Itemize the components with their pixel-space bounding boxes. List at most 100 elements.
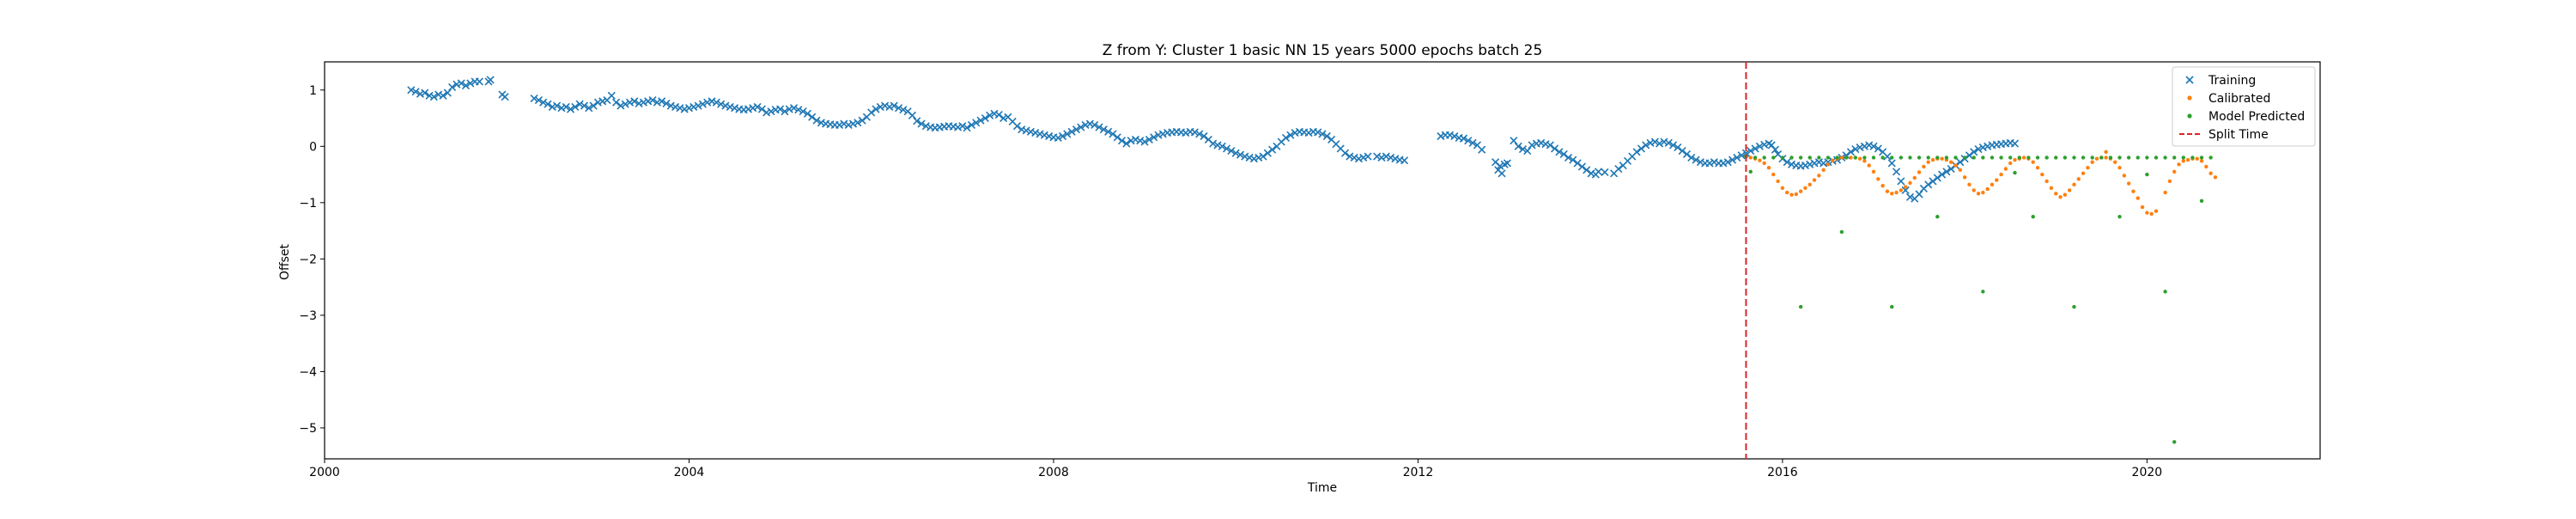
calibrated-point <box>1857 156 1862 161</box>
calibrated-point <box>2021 156 2026 160</box>
model-predicted-point <box>1839 229 1844 235</box>
model-predicted-point <box>1789 156 1794 160</box>
training-point <box>717 100 726 108</box>
y-tick-label: 0 <box>309 140 317 154</box>
model-predicted-point <box>1748 169 1753 174</box>
training-point <box>781 107 789 116</box>
calibrated-point <box>2031 160 2035 164</box>
model-predicted-point <box>2026 156 2031 160</box>
model-predicted-point <box>2145 156 2149 160</box>
training-point <box>1077 123 1085 131</box>
training-point <box>539 98 548 107</box>
model-predicted-point <box>2090 156 2094 160</box>
training-point <box>1614 164 1623 174</box>
training-point <box>617 101 625 110</box>
training-point <box>1045 131 1054 141</box>
training-point <box>1223 144 1231 153</box>
training-point <box>1182 129 1190 137</box>
calibrated-point <box>2013 157 2017 162</box>
training-point <box>639 98 647 107</box>
training-point <box>1018 125 1026 134</box>
training-point <box>1594 168 1603 176</box>
legend-label: Calibrated <box>2208 92 2270 106</box>
training-point <box>648 95 657 105</box>
model-predicted-point <box>1971 156 1976 160</box>
calibrated-point <box>1867 163 1871 168</box>
model-predicted-point <box>2199 198 2204 204</box>
training-point <box>712 98 720 107</box>
training-point <box>1646 138 1655 147</box>
training-point <box>1340 149 1350 157</box>
training-point <box>1364 152 1372 161</box>
training-point <box>1760 140 1769 149</box>
chart-title: Z from Y: Cluster 1 basic NN 15 years 50… <box>1103 42 1543 59</box>
training-point <box>854 119 862 127</box>
training-point <box>666 101 675 110</box>
model-predicted-point <box>1981 156 1985 160</box>
calibrated-point <box>1821 168 1826 173</box>
training-point <box>1195 130 1204 138</box>
training-point <box>803 109 811 118</box>
calibrated-point <box>1917 170 1922 174</box>
calibrated-point <box>1789 192 1794 197</box>
model-predicted-point <box>1780 156 1785 160</box>
training-point <box>776 105 785 113</box>
training-point <box>690 102 698 111</box>
calibrated-point <box>2104 156 2108 160</box>
training-point <box>1546 141 1554 150</box>
training-point <box>1551 144 1559 153</box>
training-point <box>562 102 570 111</box>
training-point <box>1031 129 1040 137</box>
calibrated-point <box>2122 174 2127 178</box>
training-point <box>557 104 566 113</box>
calibrated-point <box>2145 211 2149 215</box>
training-point <box>890 101 898 110</box>
training-point <box>1984 142 1992 150</box>
model-predicted-point <box>1798 156 1803 160</box>
training-point <box>1741 149 1751 157</box>
calibrated-point <box>1958 168 1963 173</box>
training-point <box>475 77 483 86</box>
training-point <box>1650 137 1659 146</box>
training-point <box>1583 166 1591 174</box>
calibrated-point <box>1995 178 1999 182</box>
calibrated-point <box>1785 190 1789 195</box>
training-point <box>1054 133 1062 143</box>
calibrated-point <box>2177 162 2181 167</box>
calibrated-point <box>1990 182 1995 187</box>
training-point <box>1382 152 1390 161</box>
training-point <box>1131 135 1140 143</box>
training-point <box>967 120 976 129</box>
training-point <box>1468 138 1477 147</box>
calibrated-point <box>2117 166 2122 170</box>
training-point <box>1496 162 1504 170</box>
model-predicted-point <box>1844 156 1849 160</box>
training-point <box>1573 159 1582 168</box>
training-point <box>1905 192 1915 201</box>
training-point <box>534 95 543 105</box>
training-point <box>1755 142 1764 150</box>
training-point <box>566 105 575 113</box>
training-point <box>1569 156 1577 164</box>
training-point <box>1209 139 1218 148</box>
training-point <box>867 108 876 117</box>
legend-box <box>2172 66 2316 147</box>
series-calibrated <box>1744 150 2218 217</box>
training-point <box>1860 142 1868 150</box>
y-axis-label: Offset <box>278 243 292 280</box>
training-point <box>1915 190 1923 198</box>
training-point <box>708 97 716 106</box>
training-point <box>1067 127 1076 136</box>
training-point <box>1783 158 1791 167</box>
training-point <box>917 119 926 128</box>
training-point <box>1450 131 1459 141</box>
training-point <box>653 98 661 107</box>
training-point <box>1281 133 1291 143</box>
calibrated-point <box>1826 162 1831 167</box>
model-predicted-point <box>2172 156 2177 160</box>
training-point <box>1012 122 1022 131</box>
calibrated-point <box>1831 158 1835 162</box>
model-predicted-point <box>1990 156 1995 160</box>
calibrated-point <box>1949 160 1953 164</box>
calibrated-point <box>2113 160 2117 164</box>
